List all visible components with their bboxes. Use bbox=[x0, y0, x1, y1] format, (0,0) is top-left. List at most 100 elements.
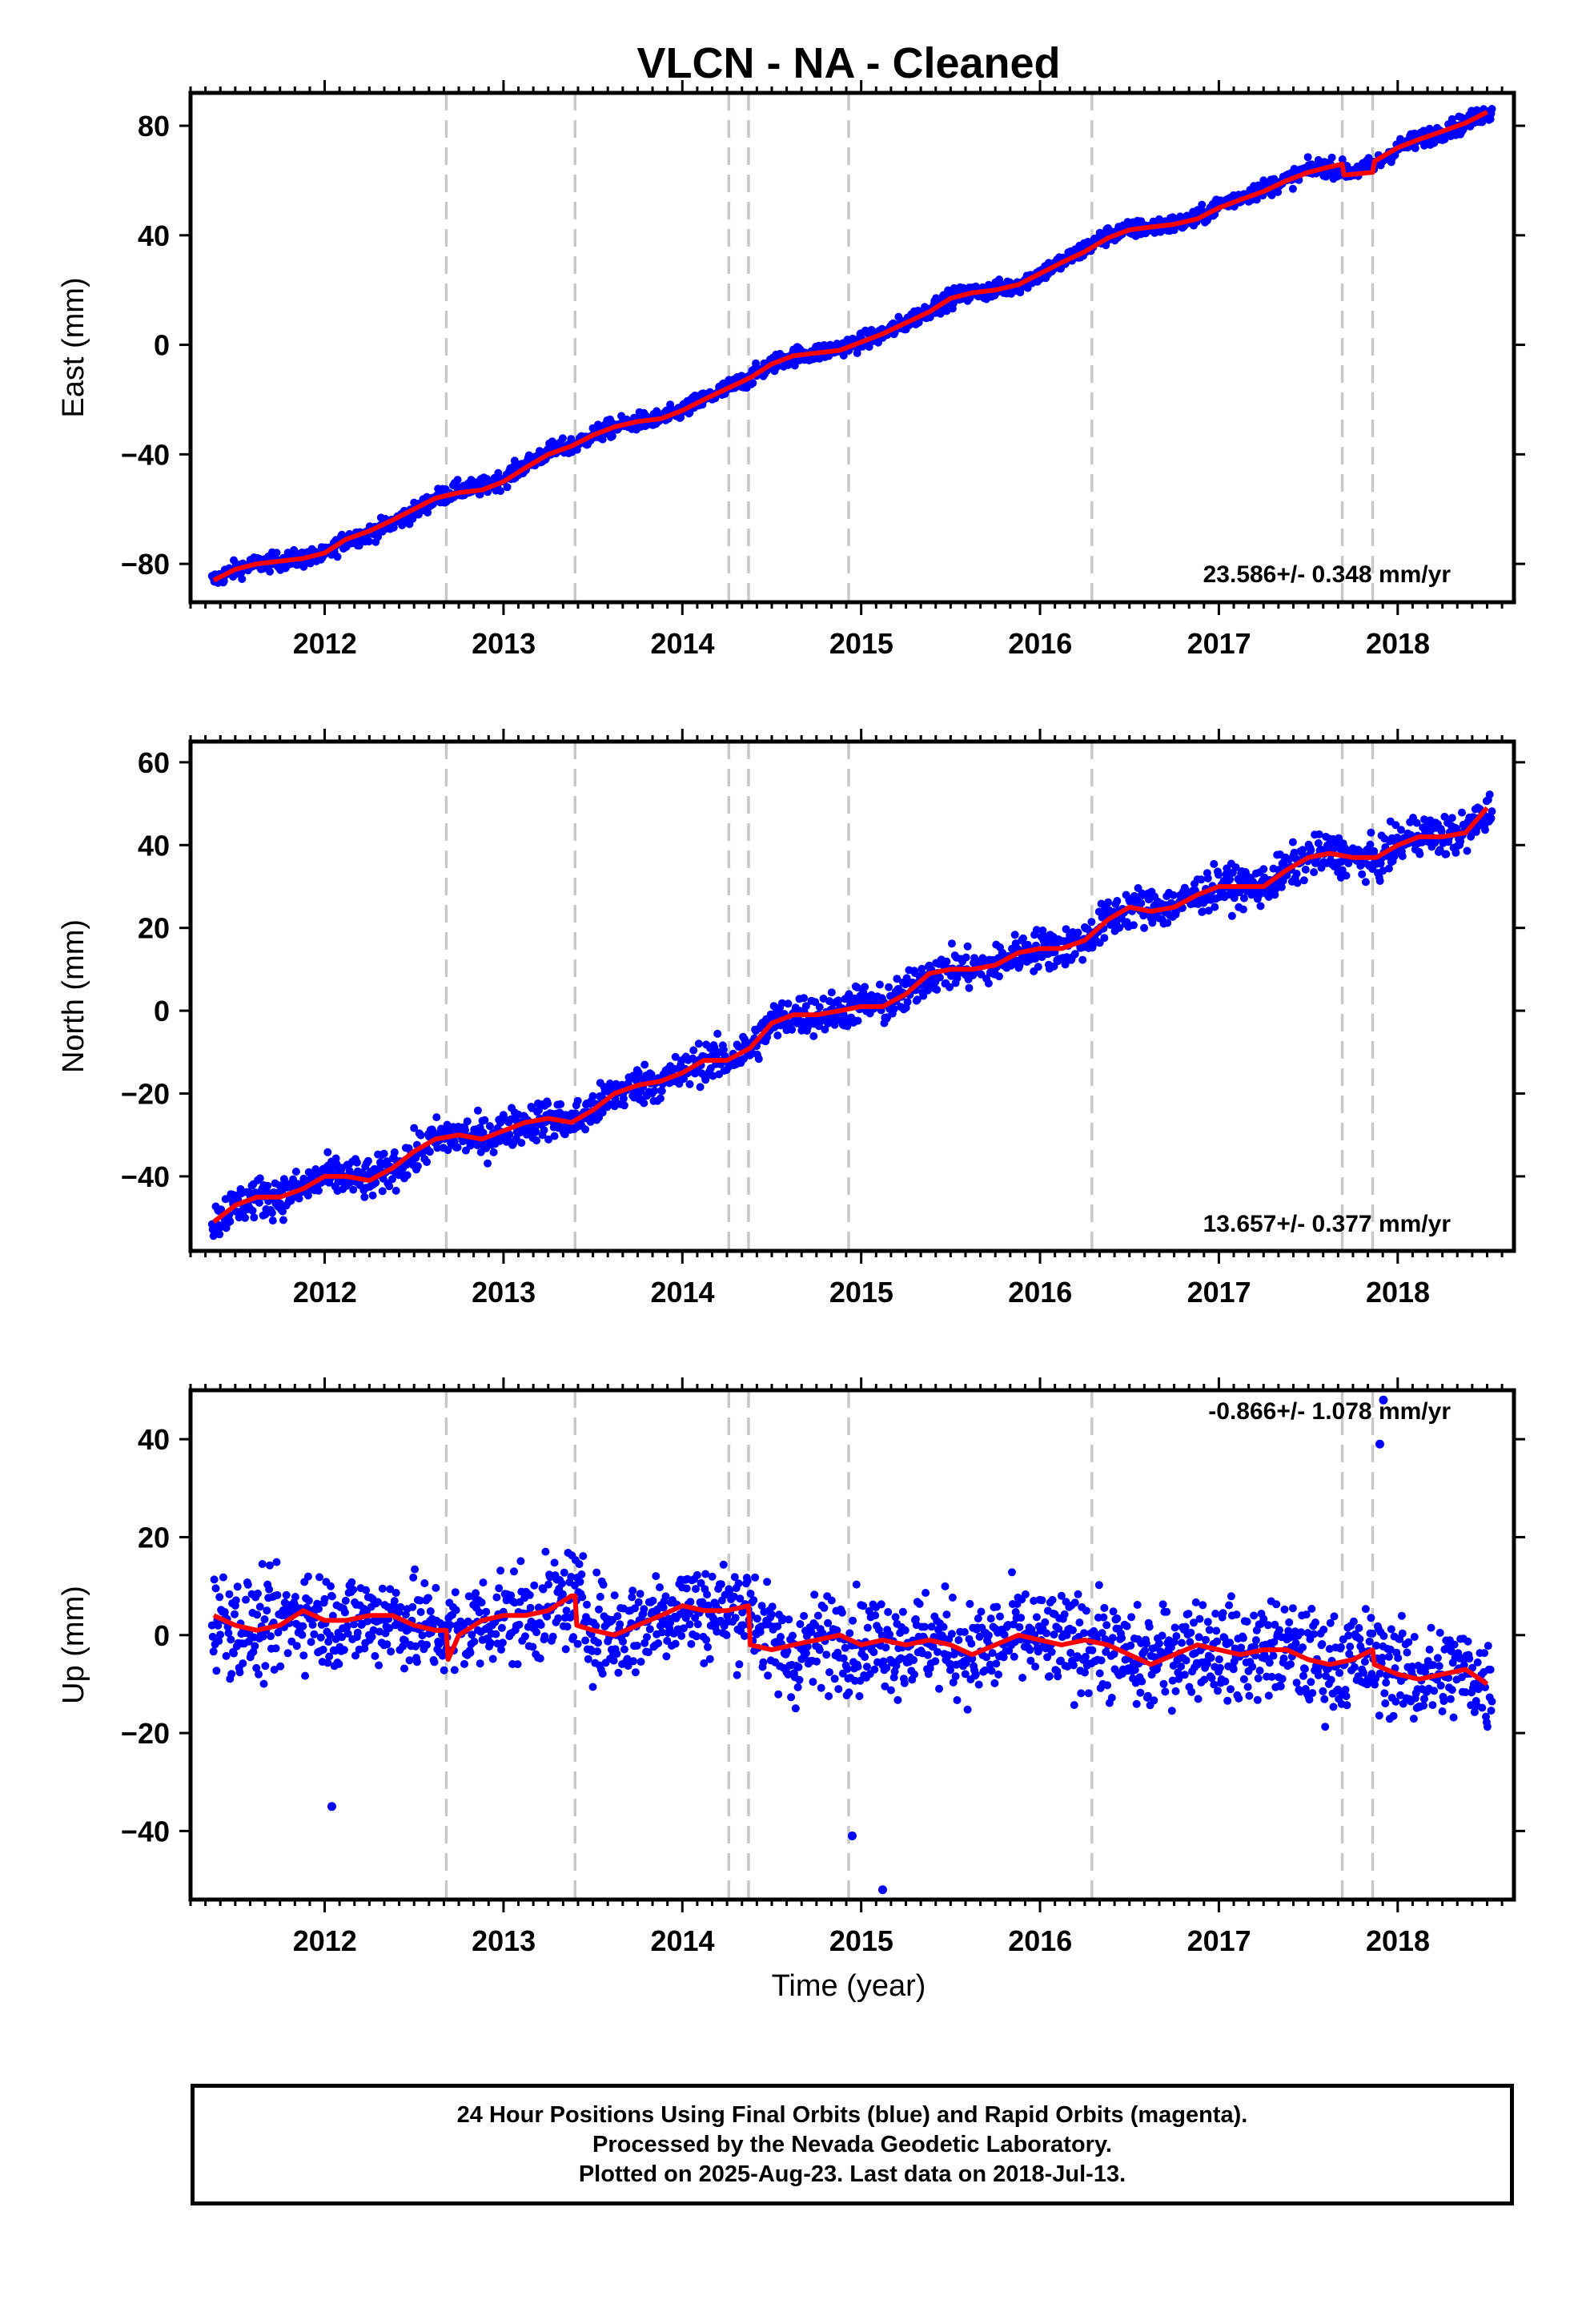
observation-point bbox=[1115, 923, 1124, 932]
observation-point bbox=[1017, 1614, 1026, 1622]
x-tick-label: 2017 bbox=[1187, 627, 1251, 660]
observation-point bbox=[1021, 1590, 1030, 1598]
observation-point bbox=[1435, 846, 1444, 854]
x-tick-label: 2015 bbox=[829, 627, 893, 660]
observation-point bbox=[680, 1624, 688, 1633]
observation-point bbox=[993, 1602, 1002, 1611]
x-tick-label: 2018 bbox=[1366, 1276, 1430, 1309]
observation-point bbox=[1019, 934, 1027, 943]
observation-point bbox=[558, 434, 567, 443]
observation-point bbox=[817, 1683, 825, 1692]
observation-point bbox=[889, 1673, 898, 1682]
observation-point bbox=[1113, 897, 1122, 905]
observation-point bbox=[935, 1684, 943, 1693]
observation-point bbox=[368, 1191, 377, 1200]
observation-point bbox=[616, 1620, 624, 1629]
observation-point bbox=[1239, 894, 1248, 903]
observation-point bbox=[544, 1135, 553, 1144]
observation-point bbox=[640, 1605, 648, 1614]
observation-point bbox=[1054, 1624, 1063, 1633]
y-tick-label: 0 bbox=[154, 995, 170, 1027]
observation-point bbox=[534, 1106, 543, 1115]
observation-point bbox=[479, 1128, 488, 1137]
observation-point bbox=[661, 1592, 670, 1601]
observation-point bbox=[1370, 846, 1379, 855]
observation-point bbox=[815, 1646, 824, 1655]
observation-point bbox=[254, 1589, 262, 1598]
observation-point bbox=[839, 1654, 848, 1663]
observation-point bbox=[563, 1622, 572, 1631]
observation-point bbox=[685, 1620, 694, 1629]
observation-point bbox=[656, 1094, 665, 1103]
observation-point bbox=[990, 1679, 999, 1687]
panel-frame bbox=[188, 739, 1516, 1253]
observation-point bbox=[764, 1671, 773, 1680]
observation-point bbox=[692, 1585, 700, 1594]
observation-point bbox=[841, 1643, 849, 1652]
observation-point bbox=[452, 1606, 460, 1614]
observation-point bbox=[749, 379, 757, 388]
observation-point bbox=[738, 1608, 747, 1617]
observation-point bbox=[1034, 1647, 1042, 1656]
observation-point bbox=[323, 1659, 332, 1667]
observation-point bbox=[308, 1620, 317, 1629]
observation-point bbox=[282, 1590, 291, 1599]
observation-point bbox=[609, 1656, 618, 1665]
observation-point bbox=[881, 1643, 890, 1652]
observation-point bbox=[1087, 918, 1096, 927]
observation-point bbox=[412, 1658, 421, 1667]
observation-point bbox=[746, 1590, 755, 1598]
observation-point bbox=[1384, 864, 1393, 873]
observation-point bbox=[1008, 1568, 1016, 1577]
observation-point bbox=[584, 1655, 592, 1663]
observation-point bbox=[562, 1606, 571, 1615]
observation-point bbox=[1210, 859, 1219, 868]
observation-point bbox=[1290, 848, 1299, 857]
observation-point bbox=[717, 1580, 725, 1589]
observation-point bbox=[1301, 865, 1310, 874]
observation-point bbox=[561, 1645, 570, 1654]
observation-point bbox=[777, 1633, 785, 1641]
model-line bbox=[212, 806, 1489, 1224]
observation-point bbox=[1057, 1656, 1065, 1665]
x-tick-label: 2016 bbox=[1008, 627, 1072, 660]
observation-point bbox=[540, 1126, 548, 1135]
observation-point bbox=[974, 1614, 982, 1622]
observation-point bbox=[810, 1590, 819, 1599]
observation-point bbox=[1070, 950, 1079, 959]
observation-point bbox=[1293, 879, 1302, 887]
observation-point bbox=[919, 991, 928, 1000]
observation-point bbox=[350, 1620, 359, 1629]
observation-point bbox=[216, 1630, 225, 1639]
observation-point bbox=[347, 1578, 356, 1586]
observation-point bbox=[400, 1636, 409, 1645]
observation-point bbox=[399, 1642, 408, 1651]
observation-point bbox=[1032, 1613, 1041, 1622]
x-tick-label: 2016 bbox=[1008, 1276, 1072, 1309]
observation-point bbox=[475, 1608, 484, 1617]
observation-point bbox=[984, 1631, 993, 1639]
observation-point bbox=[556, 1100, 565, 1108]
observation-point bbox=[385, 1182, 394, 1191]
observation-point bbox=[592, 1568, 601, 1577]
observation-point bbox=[853, 1663, 862, 1671]
observation-point bbox=[292, 1642, 301, 1651]
observation-point bbox=[209, 1647, 218, 1656]
observation-point bbox=[1481, 826, 1489, 834]
observation-point bbox=[734, 1579, 743, 1588]
observation-point bbox=[364, 537, 373, 546]
observation-point bbox=[396, 1602, 405, 1611]
observation-point bbox=[327, 1582, 335, 1590]
x-tick-label: 2013 bbox=[472, 1276, 536, 1309]
y-tick-label: 40 bbox=[138, 829, 170, 862]
observation-point bbox=[1000, 1630, 1009, 1639]
observation-point bbox=[594, 1638, 602, 1647]
observation-point bbox=[819, 995, 828, 1003]
observation-point bbox=[1010, 1652, 1018, 1661]
observation-point bbox=[279, 1207, 287, 1216]
observation-point bbox=[492, 1630, 500, 1638]
observation-point bbox=[861, 983, 869, 991]
observation-point bbox=[432, 1583, 440, 1592]
observation-point bbox=[263, 1606, 271, 1615]
